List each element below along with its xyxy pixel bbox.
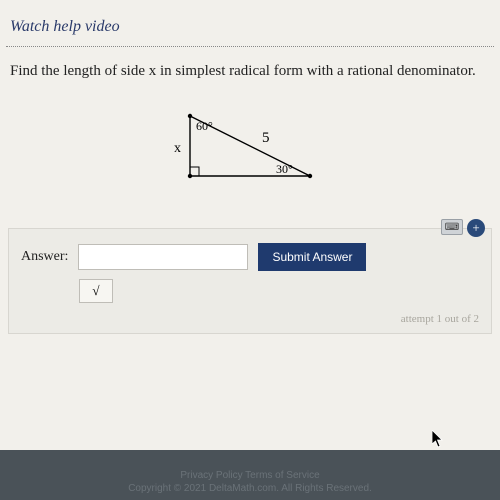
- attempt-text: attempt 1 out of 2: [21, 313, 479, 325]
- answer-label: Answer:: [21, 249, 68, 265]
- svg-text:60°: 60°: [196, 119, 213, 133]
- triangle-figure: 60° 5 x 30°: [0, 98, 500, 228]
- svg-text:30°: 30°: [276, 162, 293, 176]
- footer-copyright: Copyright © 2021 DeltaMath.com. All Righ…: [0, 483, 500, 494]
- add-icon[interactable]: +: [467, 219, 485, 237]
- sqrt-button[interactable]: √: [79, 279, 113, 303]
- question-text: Find the length of side x in simplest ra…: [0, 61, 500, 98]
- svg-text:x: x: [174, 141, 181, 156]
- answer-input[interactable]: [78, 244, 248, 270]
- watch-help-video-link[interactable]: Watch help video: [0, 0, 500, 46]
- keyboard-icon[interactable]: ⌨: [441, 219, 463, 235]
- svg-text:5: 5: [262, 130, 270, 146]
- answer-panel: ⌨ + Answer: Submit Answer √ attempt 1 ou…: [8, 228, 492, 334]
- page-footer: Privacy Policy Terms of Service Copyrigh…: [0, 468, 500, 496]
- divider: [6, 46, 494, 47]
- submit-answer-button[interactable]: Submit Answer: [258, 243, 366, 271]
- footer-links[interactable]: Privacy Policy Terms of Service: [0, 470, 500, 481]
